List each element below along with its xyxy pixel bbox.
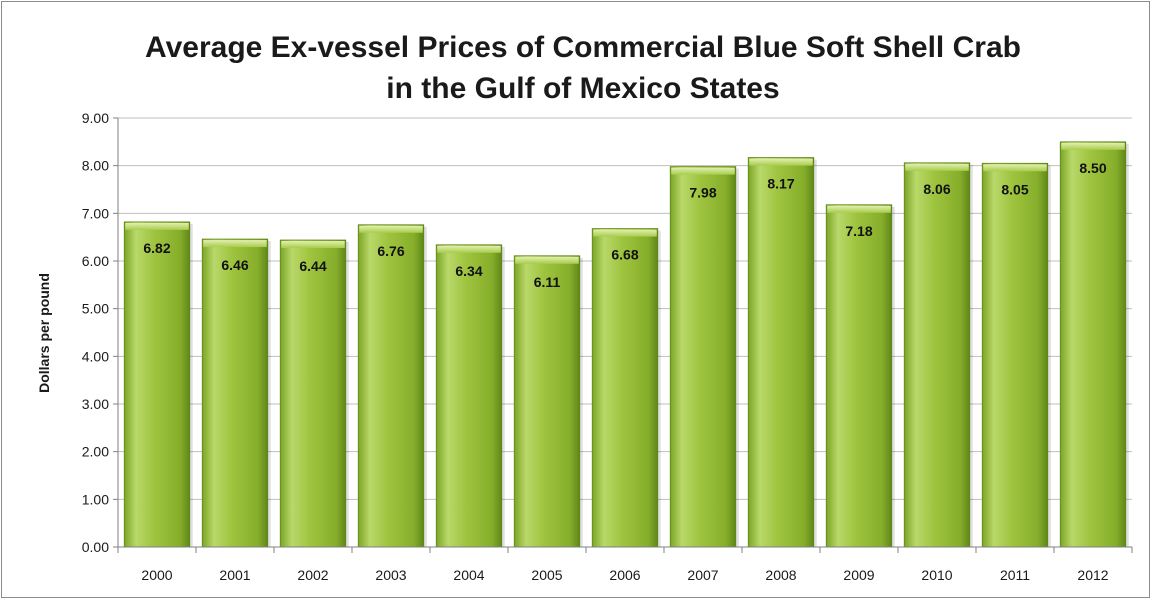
bar-2009: [825, 204, 895, 548]
data-label-2005: 6.11: [534, 274, 561, 290]
bar-2000: [123, 221, 193, 548]
data-label-2007: 7.98: [689, 185, 716, 201]
data-label-2001: 6.46: [221, 257, 248, 273]
data-label-2009: 7.18: [845, 223, 872, 239]
chart-title-line-2: in the Gulf of Mexico States: [386, 72, 779, 105]
x-tick-label-2007: 2007: [687, 567, 718, 583]
data-label-2003: 6.76: [377, 243, 404, 259]
y-tick-label: 1.00: [82, 491, 109, 507]
y-tick-label: 2.00: [82, 444, 109, 460]
x-tick-label-2004: 2004: [453, 567, 484, 583]
bar-2010: [903, 162, 973, 548]
chart-title-line-1: Average Ex-vessel Prices of Commercial B…: [145, 31, 1021, 64]
bar-2011: [981, 162, 1051, 548]
x-tick-label-2003: 2003: [375, 567, 406, 583]
x-tick-label-2011: 2011: [1000, 567, 1030, 583]
x-tick-label-2002: 2002: [297, 567, 328, 583]
chart-title: Average Ex-vessel Prices of Commercial B…: [145, 31, 1021, 105]
bar-2003: [357, 224, 427, 548]
data-labels: 6.82 6.46 6.44 6.76 6.34 6.11 6.68 7.98 8.17 7.18…: [143, 160, 1106, 290]
data-label-2011: 8.05: [1001, 181, 1028, 197]
bars: [123, 141, 1129, 548]
data-label-2000: 6.82: [143, 240, 170, 256]
y-tick-label: 5.00: [82, 301, 109, 317]
y-axis-ticks: 0.00 1.00 2.00 3.00 4.00 5.00 6.00 7.00 8.00 9.00: [82, 110, 118, 555]
bar-2002: [279, 239, 349, 548]
axes: [117, 118, 1132, 548]
x-tick-label-2012: 2012: [1077, 567, 1108, 583]
x-tick-label-2000: 2000: [141, 567, 172, 583]
data-label-2006: 6.68: [611, 247, 638, 263]
data-label-2010: 8.06: [923, 181, 950, 197]
x-tick-label-2006: 2006: [609, 567, 640, 583]
y-tick-label: 3.00: [82, 396, 109, 412]
y-tick-label: 9.00: [82, 110, 109, 126]
x-tick-label-2009: 2009: [843, 567, 874, 583]
data-label-2004: 6.34: [455, 263, 482, 279]
x-axis-ticks: 2000 2001 2002 2003 2004 2005 2006 2007 2008 2009…: [117, 547, 1133, 583]
y-axis-label: Dollars per pound: [36, 273, 52, 393]
y-tick-label: 6.00: [82, 253, 109, 269]
x-tick-label-2010: 2010: [921, 567, 952, 583]
bar-2007: [669, 166, 739, 548]
y-tick-label: 0.00: [82, 539, 109, 555]
x-tick-label-2008: 2008: [765, 567, 796, 583]
y-tick-label: 4.00: [82, 348, 109, 364]
bar-2004: [435, 244, 505, 548]
bar-2012: [1059, 141, 1129, 548]
bar-2006: [591, 228, 661, 548]
x-tick-label-2005: 2005: [531, 567, 562, 583]
y-tick-label: 8.00: [82, 158, 109, 174]
bar-2005: [513, 255, 583, 548]
data-label-2002: 6.44: [299, 258, 326, 274]
y-tick-label: 7.00: [82, 205, 109, 221]
bar-2001: [201, 238, 271, 548]
data-label-2008: 8.17: [767, 176, 794, 192]
data-label-2012: 8.50: [1079, 160, 1106, 176]
x-tick-label-2001: 2001: [219, 567, 250, 583]
bar-2008: [747, 157, 817, 548]
